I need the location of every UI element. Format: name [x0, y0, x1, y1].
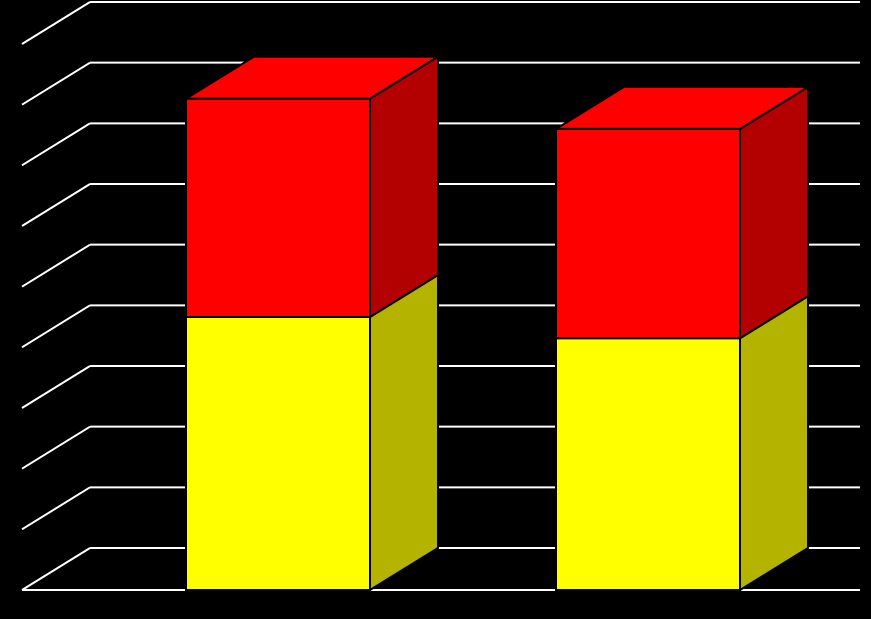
bar-2-bottom-front [556, 338, 740, 590]
bar-2-top-side [740, 87, 808, 338]
bar-1-top-front [186, 99, 370, 317]
bar-1-bottom-side [370, 275, 438, 590]
bar-2-bottom-side [740, 296, 808, 590]
bar-chart-3d [0, 0, 871, 619]
side-wall [22, 2, 90, 590]
bar-2-top-front [556, 129, 740, 338]
bar-1-top-side [370, 57, 438, 317]
bar-1-bottom-front [186, 317, 370, 590]
